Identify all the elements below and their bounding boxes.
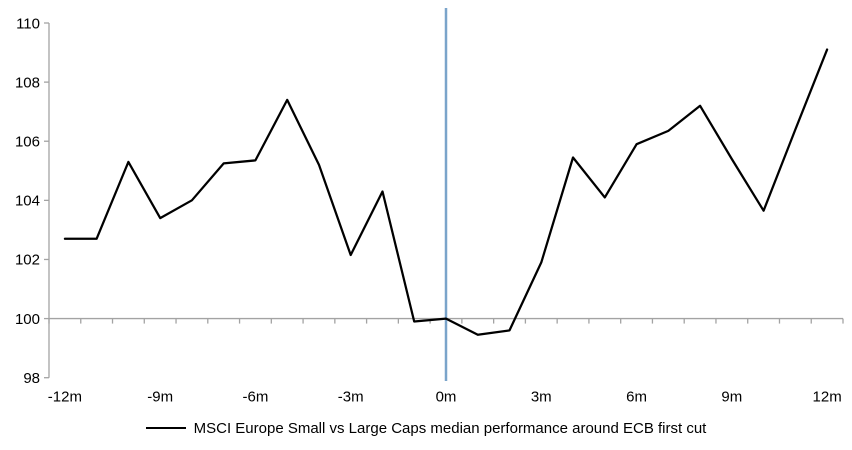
y-axis-label: 106 (15, 133, 40, 150)
x-axis-label: -12m (48, 388, 82, 405)
legend: MSCI Europe Small vs Large Caps median p… (0, 417, 852, 439)
x-axis-label: 6m (626, 388, 647, 405)
y-axis-label: 98 (23, 370, 40, 387)
y-axis-label: 100 (15, 311, 40, 328)
y-axis-label: 104 (15, 193, 40, 210)
legend-line-swatch (145, 427, 186, 429)
x-axis-label: -6m (243, 388, 269, 405)
x-axis-label: 12m (813, 388, 842, 405)
x-axis-label: 9m (721, 388, 742, 405)
legend-label: MSCI Europe Small vs Large Caps median p… (193, 419, 707, 437)
x-axis-label: 3m (531, 388, 552, 405)
x-axis-label: -3m (338, 388, 364, 405)
y-axis-label: 102 (15, 252, 40, 269)
series-line (63, 48, 829, 336)
x-axis-label: 0m (436, 388, 457, 405)
y-axis-label: 110 (16, 15, 40, 32)
y-axis-label: 108 (15, 74, 40, 91)
x-axis-label: -9m (147, 388, 173, 405)
